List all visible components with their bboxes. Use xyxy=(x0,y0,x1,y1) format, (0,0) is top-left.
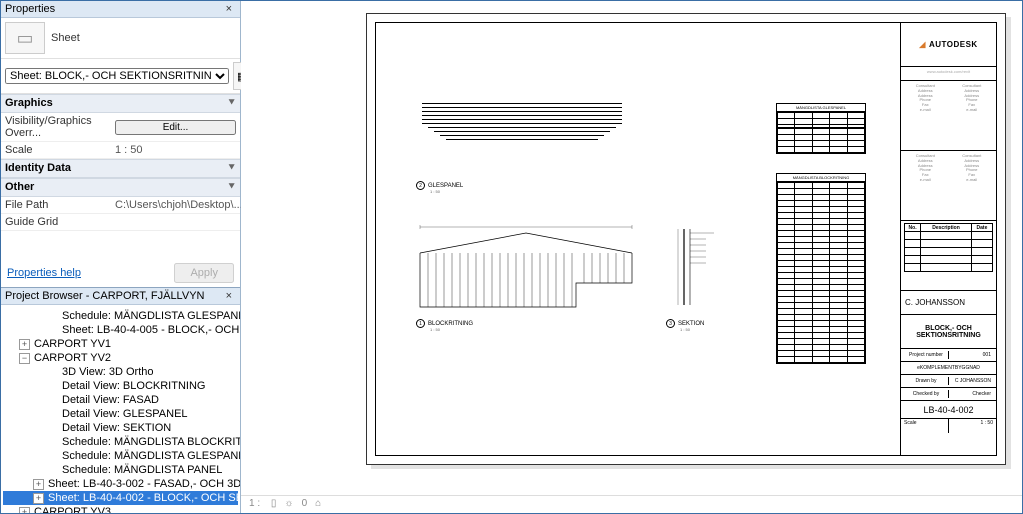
expand-icon[interactable]: + xyxy=(33,479,44,490)
property-group-header[interactable]: Other⯆ xyxy=(1,178,240,197)
expand-icon[interactable]: + xyxy=(19,339,30,350)
view-title-block: 1BLOCKRITNING 1 : 50 xyxy=(416,319,473,332)
tree-node[interactable]: Schedule: MÄNGDLISTA GLESPANEL xyxy=(3,309,238,323)
type-label: Sheet xyxy=(51,32,80,44)
tree-node[interactable]: Schedule: MÄNGDLISTA GLESPANEL xyxy=(3,449,238,463)
expand-icon[interactable]: + xyxy=(33,493,44,504)
tree-node[interactable]: Schedule: MÄNGDLISTA BLOCKRITNING xyxy=(3,435,238,449)
autodesk-logo-icon: ◢ xyxy=(919,40,926,49)
view-sektion xyxy=(676,223,726,311)
properties-help-link[interactable]: Properties help xyxy=(7,267,81,279)
tree-node[interactable]: −CARPORT YV2 xyxy=(3,351,238,365)
schedule-2 xyxy=(776,127,866,154)
tree-node[interactable]: +CARPORT YV1 xyxy=(3,337,238,351)
property-row[interactable]: Guide Grid xyxy=(1,214,240,231)
sheet-number: LB-40-4-002 xyxy=(901,401,996,419)
tree-node[interactable]: +Sheet: LB-40-4-002 - BLOCK,- OCH SEK xyxy=(3,491,238,505)
browser-titlebar[interactable]: Project Browser - CARPORT, FJÄLLVYN × xyxy=(1,288,240,305)
property-row[interactable]: Visibility/Graphics Overr...Edit... xyxy=(1,113,240,142)
property-group-header[interactable]: Graphics⯆ xyxy=(1,94,240,113)
close-icon[interactable]: × xyxy=(222,290,236,302)
expand-icon[interactable]: − xyxy=(19,353,30,364)
sheet-thumb-icon: ▭ xyxy=(5,22,45,54)
tree-node[interactable]: Detail View: BLOCKRITNING xyxy=(3,379,238,393)
instance-selector[interactable]: Sheet: BLOCK,- OCH SEKTIONSRITNIN xyxy=(5,68,229,84)
close-icon[interactable]: × xyxy=(222,3,236,15)
view-title-sektion: 3SEKTION 1 : 50 xyxy=(666,319,704,332)
browser-title: Project Browser - CARPORT, FJÄLLVYN xyxy=(5,290,204,302)
apply-button[interactable]: Apply xyxy=(174,263,234,283)
drawing-canvas[interactable]: 2GLESPANEL 1 : 50 xyxy=(241,1,1022,513)
property-row[interactable]: File PathC:\Users\chjoh\Desktop\... xyxy=(1,197,240,214)
view-glespanel xyxy=(422,103,622,143)
properties-title: Properties xyxy=(5,3,55,15)
tree-node[interactable]: Sheet: LB-40-4-005 - BLOCK,- OCH SEKTIC xyxy=(3,323,238,337)
tree-node[interactable]: +CARPORT YV3 xyxy=(3,505,238,513)
tree-node[interactable]: Schedule: MÄNGDLISTA PANEL xyxy=(3,463,238,477)
sheet-paper: 2GLESPANEL 1 : 50 xyxy=(366,13,1006,465)
tree-node[interactable]: Detail View: GLESPANEL xyxy=(3,407,238,421)
view-control-bar[interactable]: 1 : ▯☼0⌂ xyxy=(241,495,1022,513)
tree-node[interactable]: Detail View: FASAD xyxy=(3,393,238,407)
sheet-title: BLOCK,- OCH SEKTIONSRITNING xyxy=(901,315,996,349)
type-selector-header[interactable]: ▭ Sheet xyxy=(1,18,240,59)
property-row[interactable]: Scale1 : 50 xyxy=(1,142,240,159)
schedule-3: MÄNGDLISTA BLOCKRITNING xyxy=(776,173,866,364)
properties-titlebar[interactable]: Properties × xyxy=(1,1,240,18)
tree-node[interactable]: 3D View: 3D Ortho xyxy=(3,365,238,379)
expand-icon[interactable]: + xyxy=(19,507,30,513)
property-group-header[interactable]: Identity Data⯆ xyxy=(1,159,240,178)
view-title-glespanel: 2GLESPANEL 1 : 50 xyxy=(416,181,463,194)
owner: C. JOHANSSON xyxy=(901,291,996,315)
revision-schedule: No.DescriptionDate xyxy=(901,221,996,291)
titleblock: ◢ AUTODESK www.autodesk.com/revit Consul… xyxy=(900,23,996,455)
properties-panel: Properties × ▭ Sheet Sheet: BLOCK,- OCH … xyxy=(1,1,240,288)
view-blockritning xyxy=(416,223,636,313)
tree-node[interactable]: +Sheet: LB-40-3-002 - FASAD,- OCH 3DRITI xyxy=(3,477,238,491)
project-browser[interactable]: Schedule: MÄNGDLISTA GLESPANELSheet: LB-… xyxy=(1,305,240,513)
tree-node[interactable]: Detail View: SEKTION xyxy=(3,421,238,435)
